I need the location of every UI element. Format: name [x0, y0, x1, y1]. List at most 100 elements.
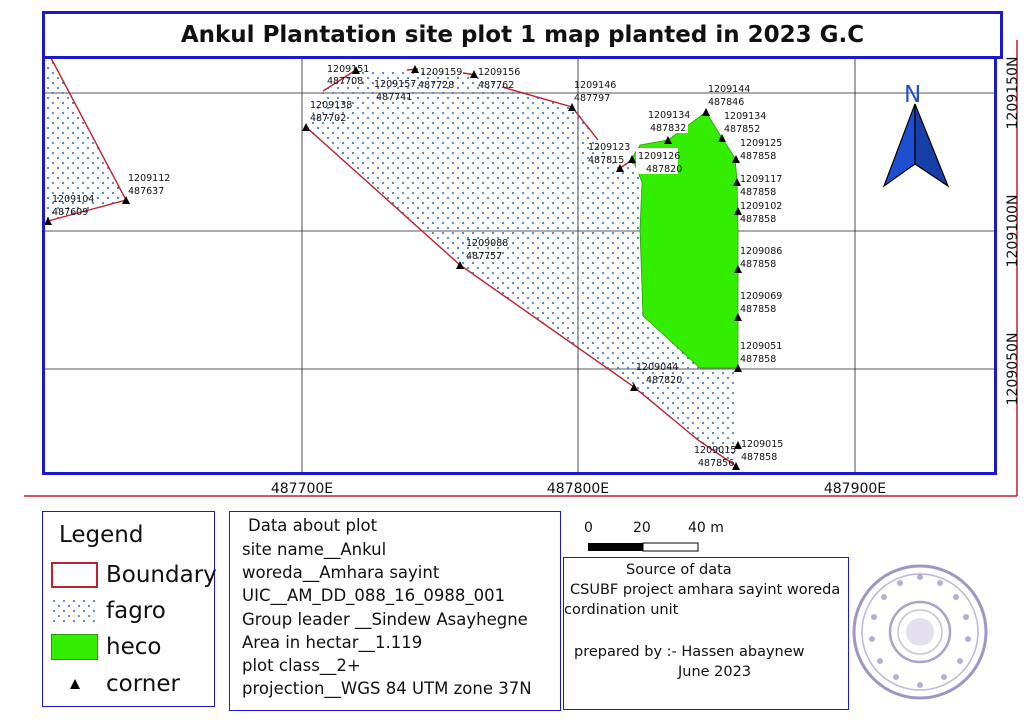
fagro-swatch [51, 598, 98, 624]
coord-label: 487858 [740, 259, 776, 270]
coord-label: 1209123 [588, 142, 630, 153]
coord-label: 487708 [327, 76, 363, 87]
northing-label: 1209150N [1005, 57, 1021, 130]
source-line: cordination unit [564, 602, 679, 618]
north-letter: N [904, 82, 921, 108]
coord-label: 487856 [698, 458, 734, 469]
fagro-area-west [44, 58, 126, 221]
coord-label: 1209151 [327, 64, 369, 75]
plot-info-line: Group leader __Sindew Asayhegne [242, 610, 528, 629]
corner-marker [122, 196, 130, 204]
corner-marker [732, 155, 740, 163]
corner-marker [630, 383, 638, 391]
coord-label: 1209112 [128, 173, 170, 184]
coord-label: 487846 [708, 97, 744, 108]
corner-marker [733, 178, 741, 186]
corner-marker [470, 70, 478, 78]
coord-label: 487757 [466, 251, 502, 262]
north-arrow: N [882, 82, 950, 188]
northing-label: 1209100N [1005, 195, 1021, 268]
label-halo [646, 107, 688, 133]
coord-label: 487637 [128, 186, 164, 197]
coord-label: 487728 [418, 80, 454, 91]
legend-panel: Legend Boundary fagro heco corner [42, 511, 217, 707]
coord-label: 487858 [740, 354, 776, 365]
coord-label: 1209086 [740, 246, 782, 257]
coord-label: 1209088 [466, 238, 508, 249]
heco-swatch [51, 634, 98, 660]
corner-marker [616, 164, 624, 172]
legend-label: corner [106, 671, 180, 697]
coord-label: 487858 [740, 214, 776, 225]
coord-label: 1209156 [478, 67, 520, 78]
corner-marker [734, 364, 742, 372]
coord-label: 487762 [478, 80, 514, 91]
coord-label: 1209015 [694, 445, 736, 456]
plot-info-line: woreda__Amhara sayint [242, 563, 440, 582]
coord-label: 1209144 [708, 84, 750, 95]
coord-label: 487858 [740, 151, 776, 162]
corner-marker [44, 217, 52, 225]
corner-marker [628, 155, 636, 163]
map-frame [42, 56, 997, 475]
source-heading: Source of data [626, 562, 732, 578]
corner-marker [734, 441, 742, 449]
coord-label: 487797 [574, 93, 610, 104]
plot-info-heading: Data about plot [248, 516, 378, 535]
scale-label: 0 [584, 520, 593, 536]
corner-points: 1209112 487637 1209104 487609 1209151 48… [44, 64, 783, 470]
corner-marker [568, 103, 576, 111]
north-arrow-right [914, 103, 950, 188]
easting-labels: 487700E 487800E 487900E [271, 481, 886, 497]
prepared-date: June 2023 [678, 664, 752, 680]
plot-info-line: UIC__AM_DD_088_16_0988_001 [242, 586, 506, 605]
stamp-seal [852, 564, 988, 700]
plot-info-line: Area in hectar__1.119 [242, 633, 423, 652]
corner-marker [411, 65, 419, 73]
coord-label: 487820 [646, 375, 682, 386]
legend-item-corner: corner [51, 669, 180, 699]
source-panel: Source of data CSUBF project amhara sayi… [563, 557, 849, 710]
corner-marker [734, 207, 742, 215]
coord-label: 1209157 [374, 79, 416, 90]
easting-label: 487900E [824, 481, 886, 497]
coord-label: 1209134 [648, 110, 690, 121]
legend-title: Legend [59, 522, 144, 548]
legend-label: fagro [106, 598, 166, 624]
scale-bar-graphic: 0 20 40 m [584, 520, 724, 552]
coord-label: 1209159 [420, 67, 462, 78]
legend-label: heco [106, 634, 162, 660]
corner-marker [456, 261, 464, 269]
corner-marker [664, 136, 672, 144]
coord-label: 487858 [740, 304, 776, 315]
map-canvas: 1209112 487637 1209104 487609 1209151 48… [24, 40, 1021, 497]
easting-label: 487800E [547, 481, 609, 497]
coord-label: 487815 [588, 155, 624, 166]
corner-marker [734, 265, 742, 273]
easting-label: 487700E [271, 481, 333, 497]
scale-label: 20 [633, 520, 651, 536]
heco-area [631, 111, 739, 369]
coord-label: 1209104 [52, 194, 94, 205]
coord-label: 487858 [740, 187, 776, 198]
corner-marker [734, 313, 742, 321]
corner-swatch [51, 671, 98, 697]
coord-label: 1209125 [740, 138, 782, 149]
plot-info-line: plot class__2+ [242, 656, 361, 675]
label-halo [636, 148, 678, 174]
coord-label: 1209051 [740, 341, 782, 352]
legend-item-heco: heco [51, 632, 161, 662]
legend-label: Boundary [106, 562, 217, 588]
scale-segment [642, 542, 699, 552]
coord-label: 487702 [310, 113, 346, 124]
plot-info-panel: Data about plot site name__Ankul woreda_… [229, 511, 561, 711]
coord-label: 1209117 [740, 174, 782, 185]
plot-info-line: projection__WGS 84 UTM zone 37N [242, 679, 532, 698]
coord-label: 1209015 [741, 439, 783, 450]
boundary-swatch [51, 562, 98, 588]
coord-label: 1209126 [638, 151, 680, 162]
coord-label: 1209102 [740, 201, 782, 212]
coord-label: 487820 [646, 164, 682, 175]
coord-label: 487609 [52, 207, 88, 218]
official-stamp [848, 557, 998, 711]
